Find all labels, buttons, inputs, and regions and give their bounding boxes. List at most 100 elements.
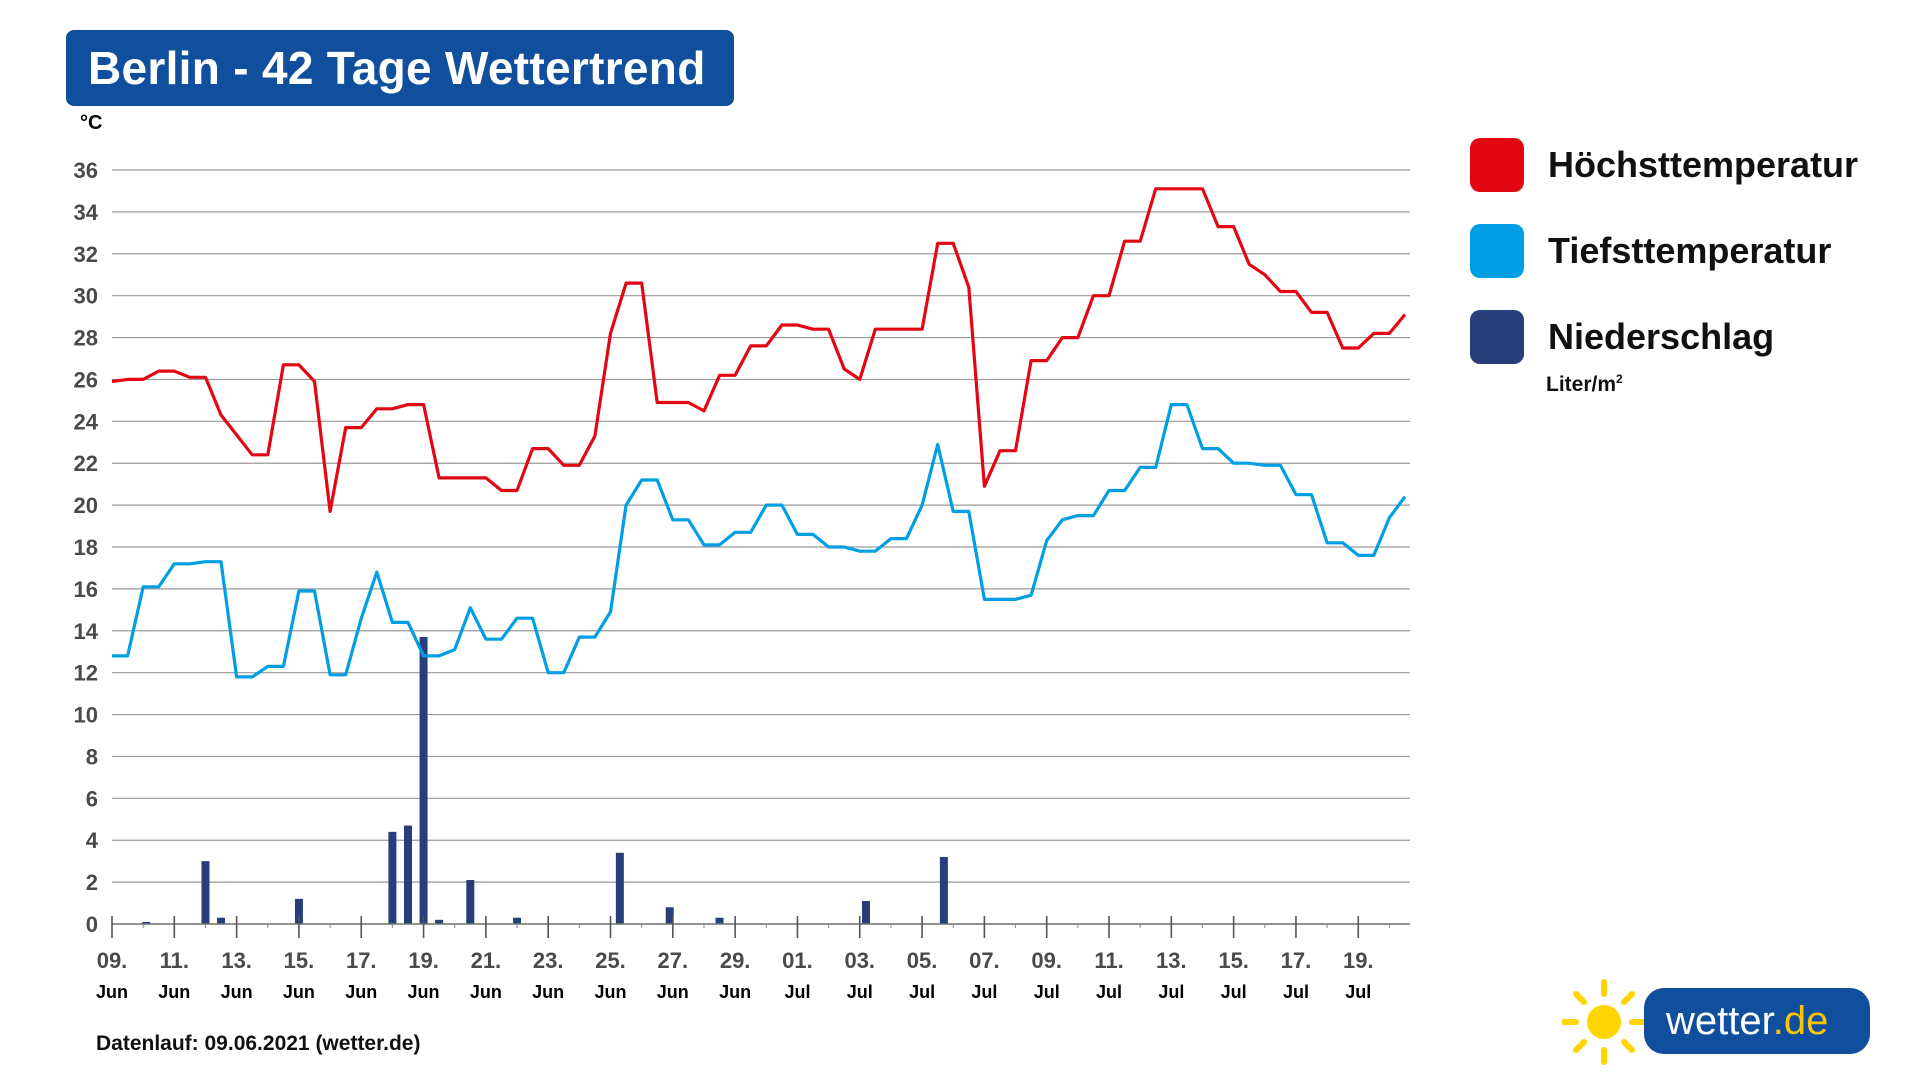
y-tick-label: 34 [74,200,99,225]
x-tick-month: Jul [1221,982,1247,1002]
precipitation-unit-text: Liter/m [1546,373,1617,396]
legend-item-max-temp: Höchsttemperatur [1470,138,1858,192]
logo-wordmark: wetter.de [1644,988,1870,1054]
x-tick-date: 13. [221,948,252,973]
precipitation-bar [939,856,948,924]
temperature-lines [111,187,1407,679]
x-tick-date: 27. [658,948,689,973]
x-tick-date: 25. [595,948,626,973]
y-axis-unit: °C [80,112,103,134]
x-tick-date: 11. [160,948,189,973]
x-axis: 09. Jun 11. Jun 13. Jun 15. Jun 17. Jun 19. Jun 21. J… [96,916,1410,1002]
sun-icon [1562,979,1646,1065]
y-tick-label: 26 [74,367,98,392]
x-tick-date: 15. [1218,948,1249,973]
x-tick-month: Jun [594,982,626,1002]
x-tick-month: Jun [470,982,502,1002]
x-tick-month: Jun [408,982,440,1002]
x-tick-month: Jul [1345,982,1371,1002]
x-tick-month: Jul [847,982,873,1002]
precipitation-bar [665,907,674,924]
x-tick-date: 05. [907,948,938,973]
x-tick-month: Jul [1158,982,1184,1002]
legend-swatch-precipitation [1470,310,1524,364]
precipitation-bar [861,900,870,924]
x-tick-date: 09. [97,948,128,973]
x-tick-date: 29. [720,948,751,973]
logo-text: wetter [1666,999,1773,1043]
y-tick-label: 12 [74,661,98,686]
x-tick-month: Jun [158,982,190,1002]
precipitation-bar [294,898,303,924]
y-tick-label: 4 [86,828,99,853]
legend-swatch-max-temp [1470,138,1524,192]
x-tick-month: Jul [1096,982,1122,1002]
precipitation-bar [388,831,397,924]
x-tick-month: Jul [784,982,810,1002]
precipitation-bar [435,919,444,924]
precipitation-bar [201,861,210,924]
y-tick-label: 32 [74,242,98,267]
x-tick-date: 15. [284,948,315,973]
precipitation-bar [217,917,226,924]
y-tick-label: 0 [86,912,98,937]
x-tick-date: 11. [1094,948,1123,973]
precipitation-bars [142,637,948,924]
x-tick-date: 09. [1031,948,1062,973]
y-tick-label: 36 [74,158,98,183]
x-tick-month: Jul [909,982,935,1002]
legend-label-max-temp: Höchsttemperatur [1548,144,1859,185]
precipitation-bar [142,921,151,924]
precipitation-bar [419,637,428,924]
y-tick-label: 6 [86,786,98,811]
x-tick-date: 21. [471,948,502,973]
x-tick-date: 03. [844,948,875,973]
x-tick-date: 19. [1343,948,1374,973]
x-tick-date: 17. [1281,948,1312,973]
x-tick-month: Jul [1283,982,1309,1002]
min-temperature-line [112,403,1407,679]
x-tick-month: Jul [1034,982,1060,1002]
legend-item-precipitation: Niederschlag [1470,310,1774,364]
data-run-footnote: Datenlauf: 09.06.2021 (wetter.de) [96,1032,421,1055]
legend-swatch-min-temp [1470,224,1524,278]
legend-label-min-temp: Tiefsttemperatur [1548,230,1832,271]
precipitation-bar [513,917,522,924]
x-tick-month: Jun [96,982,128,1002]
x-tick-date: 17. [346,948,377,973]
chart-title: Berlin - 42 Tage Wettertrend [66,30,734,106]
x-tick-month: Jul [971,982,997,1002]
precipitation-bar [715,917,724,924]
x-tick-date: 13. [1156,948,1187,973]
y-tick-label: 30 [74,284,98,309]
x-tick-month: Jun [657,982,689,1002]
y-tick-label: 8 [86,744,98,769]
y-tick-label: 18 [74,535,98,560]
y-tick-label: 16 [74,577,98,602]
precipitation-bar [403,825,412,924]
y-tick-label: 20 [74,493,98,518]
grid-lines [112,169,1410,925]
x-tick-month: Jun [719,982,751,1002]
legend-item-min-temp: Tiefsttemperatur [1470,224,1831,278]
wetter-de-logo: wetter.de [1562,978,1872,1066]
x-tick-month: Jun [345,982,377,1002]
legend-label-precipitation: Niederschlag [1548,316,1775,357]
y-tick-label: 10 [74,703,98,728]
precipitation-bar [615,852,624,924]
x-tick-month: Jun [221,982,253,1002]
precipitation-unit: Liter/m2 [1546,372,1623,397]
precipitation-bar [466,880,475,924]
x-tick-date: 19. [408,948,439,973]
x-tick-date: 07. [969,948,1000,973]
precipitation-unit-sup: 2 [1616,372,1623,386]
y-tick-label: 24 [74,409,99,434]
x-tick-month: Jun [283,982,315,1002]
y-tick-label: 22 [74,451,98,476]
y-tick-label: 28 [74,326,98,351]
y-tick-label: 2 [86,870,98,895]
x-tick-date: 01. [782,948,813,973]
y-tick-label: 14 [74,619,99,644]
